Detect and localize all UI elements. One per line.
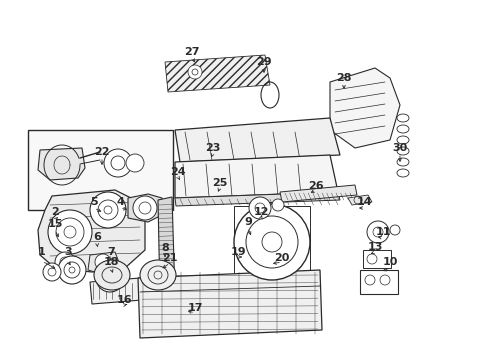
Text: 28: 28 bbox=[336, 73, 351, 83]
Ellipse shape bbox=[90, 192, 126, 228]
Ellipse shape bbox=[96, 264, 124, 292]
Polygon shape bbox=[138, 270, 321, 338]
Polygon shape bbox=[164, 55, 269, 92]
Text: 16: 16 bbox=[116, 295, 132, 305]
Ellipse shape bbox=[48, 210, 92, 254]
Ellipse shape bbox=[104, 149, 132, 177]
Polygon shape bbox=[88, 252, 120, 275]
Text: 3: 3 bbox=[64, 247, 72, 257]
Text: 7: 7 bbox=[107, 247, 115, 257]
Polygon shape bbox=[128, 194, 162, 222]
Polygon shape bbox=[38, 190, 145, 272]
Polygon shape bbox=[158, 197, 175, 298]
Text: 12: 12 bbox=[253, 207, 268, 217]
Ellipse shape bbox=[396, 169, 408, 177]
Ellipse shape bbox=[133, 196, 157, 220]
Text: 11: 11 bbox=[374, 227, 390, 237]
Text: 30: 30 bbox=[391, 143, 407, 153]
Ellipse shape bbox=[43, 263, 61, 281]
Ellipse shape bbox=[366, 221, 388, 243]
Ellipse shape bbox=[396, 136, 408, 144]
Text: 22: 22 bbox=[94, 147, 109, 157]
Text: 20: 20 bbox=[274, 253, 289, 263]
Text: 5: 5 bbox=[90, 197, 98, 207]
Text: 27: 27 bbox=[184, 47, 199, 57]
Polygon shape bbox=[175, 192, 339, 206]
Text: 24: 24 bbox=[170, 167, 185, 177]
Ellipse shape bbox=[396, 114, 408, 122]
Ellipse shape bbox=[94, 260, 130, 290]
Text: 10: 10 bbox=[382, 257, 397, 267]
Polygon shape bbox=[347, 195, 371, 205]
Text: 14: 14 bbox=[356, 197, 372, 207]
Polygon shape bbox=[175, 118, 339, 162]
Polygon shape bbox=[175, 155, 337, 198]
Ellipse shape bbox=[58, 256, 86, 284]
Bar bbox=[359, 270, 397, 294]
Text: 18: 18 bbox=[103, 257, 119, 267]
Ellipse shape bbox=[396, 125, 408, 133]
Text: 26: 26 bbox=[307, 181, 323, 191]
Ellipse shape bbox=[126, 154, 143, 172]
Ellipse shape bbox=[234, 204, 309, 280]
Text: 1: 1 bbox=[38, 247, 46, 257]
Ellipse shape bbox=[187, 65, 202, 79]
Text: 19: 19 bbox=[230, 247, 245, 257]
Text: 25: 25 bbox=[212, 178, 227, 188]
Text: 29: 29 bbox=[256, 57, 271, 67]
Text: 2: 2 bbox=[51, 207, 59, 217]
Text: 23: 23 bbox=[205, 143, 220, 153]
Text: 6: 6 bbox=[93, 232, 101, 242]
Bar bbox=[362, 250, 390, 268]
Text: 8: 8 bbox=[161, 243, 168, 253]
Text: 9: 9 bbox=[244, 217, 251, 227]
Text: 4: 4 bbox=[116, 197, 123, 207]
Bar bbox=[234, 206, 309, 278]
Text: 21: 21 bbox=[162, 253, 177, 263]
Polygon shape bbox=[90, 278, 142, 304]
Ellipse shape bbox=[271, 199, 284, 211]
Ellipse shape bbox=[389, 225, 399, 235]
Ellipse shape bbox=[95, 254, 111, 270]
Text: 13: 13 bbox=[366, 242, 382, 252]
Ellipse shape bbox=[248, 197, 270, 219]
Text: 15: 15 bbox=[47, 219, 62, 229]
Ellipse shape bbox=[396, 158, 408, 166]
Ellipse shape bbox=[140, 260, 176, 290]
Polygon shape bbox=[280, 185, 356, 202]
Bar bbox=[28, 130, 173, 210]
Polygon shape bbox=[329, 68, 399, 148]
Ellipse shape bbox=[55, 252, 75, 272]
Ellipse shape bbox=[396, 147, 408, 155]
Polygon shape bbox=[38, 148, 85, 180]
Text: 17: 17 bbox=[187, 303, 203, 313]
